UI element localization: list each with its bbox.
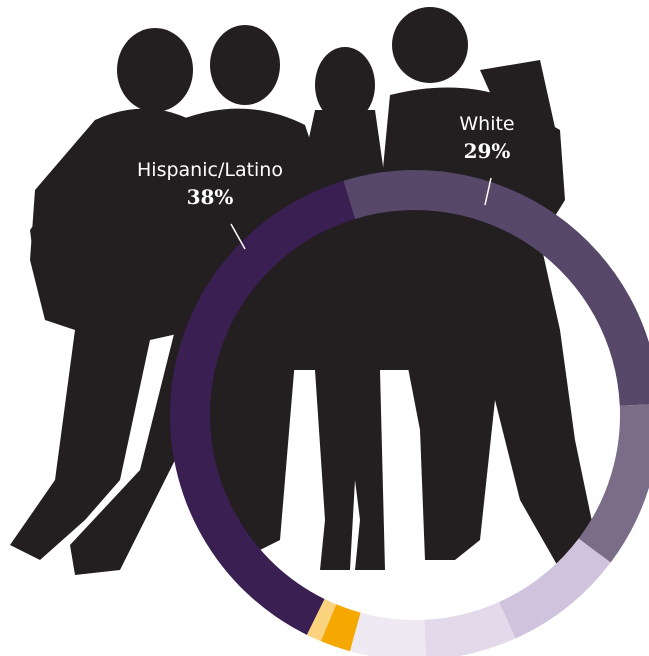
slice-label: Hispanic/Latino [137, 159, 283, 181]
slice [578, 404, 649, 563]
slice [306, 598, 337, 642]
labels: White 29% Hispanic/Latino 38% [137, 113, 515, 250]
slice-label: White [459, 113, 514, 135]
leader-line [484, 177, 492, 206]
slice [349, 612, 426, 656]
donut [170, 170, 649, 656]
leader-line [230, 223, 246, 250]
slice [343, 170, 649, 406]
value-label: 38% [187, 185, 234, 209]
slice [424, 601, 516, 656]
value-label: 29% [464, 139, 511, 163]
slice [320, 604, 361, 652]
silhouettes [10, 7, 600, 576]
slice [170, 180, 356, 635]
slice [499, 538, 611, 639]
